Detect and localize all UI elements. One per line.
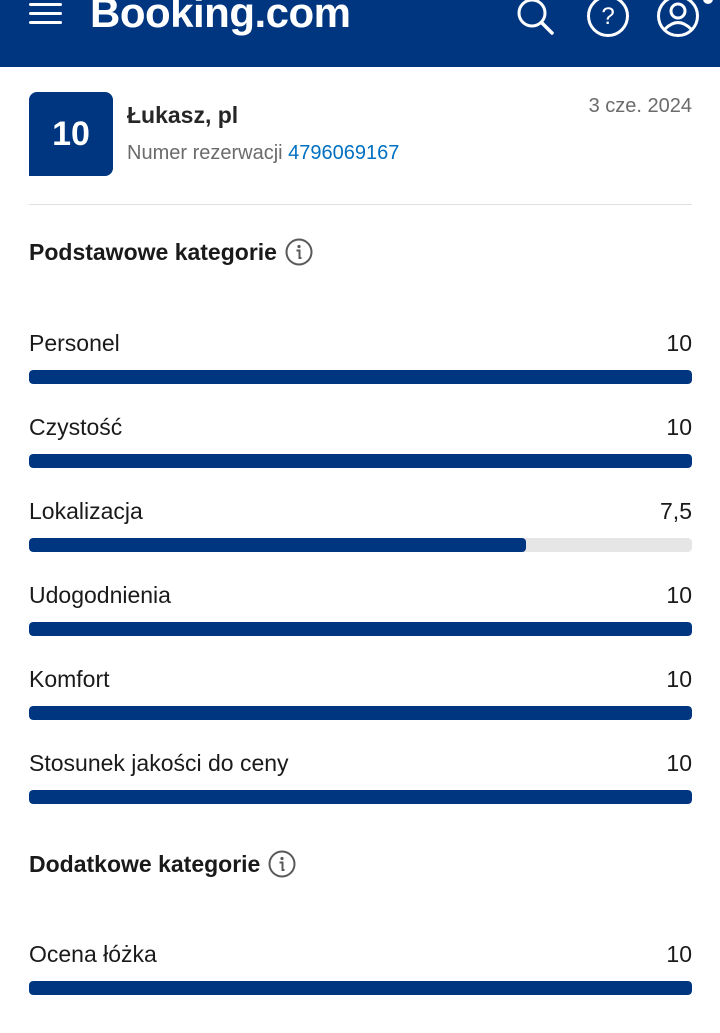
category-label: Udogodnienia (29, 582, 171, 608)
score-bar-track (29, 622, 692, 636)
score-bar-fill (29, 706, 692, 720)
search-icon[interactable] (513, 0, 557, 38)
score-bar-track (29, 790, 692, 804)
booking-number-label: Numer rezerwacji (127, 142, 283, 164)
review-date: 3 cze. 2024 (588, 95, 692, 117)
category-label: Komfort (29, 666, 110, 692)
category-score: 10 (666, 750, 692, 776)
info-icon[interactable] (285, 238, 313, 266)
reviewer-name: Łukasz, pl (127, 102, 239, 128)
help-icon[interactable]: ? (586, 0, 630, 38)
category-label: Lokalizacja (29, 498, 143, 524)
booking-logo[interactable]: Booking.com (90, 0, 351, 36)
score-bar-fill (29, 981, 692, 995)
score-bar-fill (29, 454, 692, 468)
category-score: 10 (666, 941, 692, 967)
additional-categories-title: Dodatkowe kategorie (29, 850, 261, 877)
score-bar-track (29, 370, 692, 384)
category-score: 7,5 (660, 498, 692, 524)
score-bar-track (29, 538, 692, 552)
category-row: Stosunek jakości do ceny 10 (29, 750, 692, 810)
booking-number-line: Numer rezerwacji 4796069167 (127, 142, 399, 165)
category-row: Ocena łóżka 10 (29, 941, 692, 1001)
category-score: 10 (666, 330, 692, 356)
category-score: 10 (666, 582, 692, 608)
menu-icon[interactable] (29, 0, 63, 30)
info-icon[interactable] (268, 850, 296, 878)
category-row: Lokalizacja 7,5 (29, 498, 692, 558)
category-row: Udogodnienia 10 (29, 582, 692, 642)
category-label: Stosunek jakości do ceny (29, 750, 289, 776)
category-score: 10 (666, 414, 692, 440)
score-bar-fill (29, 370, 692, 384)
category-label: Czystość (29, 414, 123, 440)
category-row: Czystość 10 (29, 414, 692, 474)
score-bar-fill (29, 622, 692, 636)
additional-categories-heading: Dodatkowe kategorie (29, 850, 296, 878)
score-bar-fill (29, 790, 692, 804)
score-bar-track (29, 706, 692, 720)
booking-number-link[interactable]: 4796069167 (288, 142, 400, 164)
notification-dot-icon (703, 0, 713, 4)
basic-categories-heading: Podstawowe kategorie (29, 238, 313, 266)
score-bar-fill (29, 538, 527, 552)
review-score-badge: 10 (29, 92, 113, 176)
category-row: Komfort 10 (29, 666, 692, 726)
account-icon[interactable] (656, 0, 700, 38)
category-label: Ocena łóżka (29, 941, 157, 967)
category-row: Personel 10 (29, 330, 692, 390)
category-label: Personel (29, 330, 120, 356)
svg-text:?: ? (601, 3, 614, 30)
score-bar-track (29, 454, 692, 468)
basic-categories-title: Podstawowe kategorie (29, 238, 277, 265)
divider (29, 204, 692, 205)
top-navigation-bar: Booking.com ? (0, 0, 720, 67)
score-bar-track (29, 981, 692, 995)
category-score: 10 (666, 666, 692, 692)
